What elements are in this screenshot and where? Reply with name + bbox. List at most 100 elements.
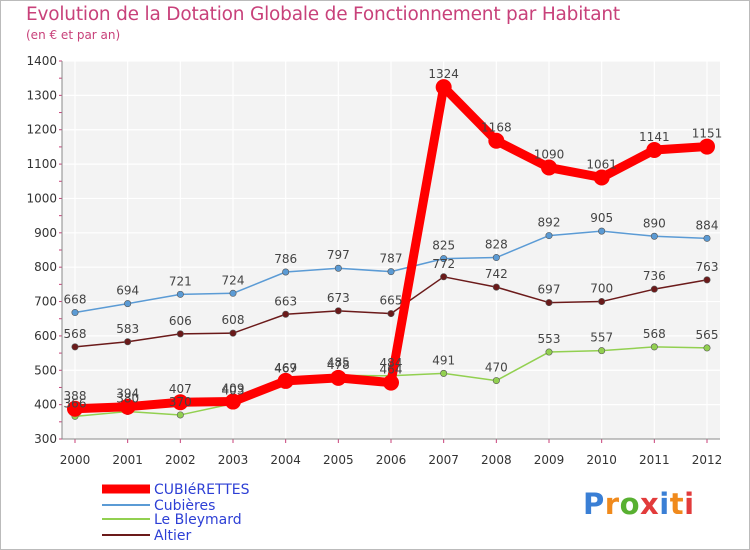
data-label: 772: [432, 257, 455, 271]
data-label: 825: [432, 239, 455, 253]
data-label: 568: [643, 327, 666, 341]
data-point: [703, 276, 711, 284]
data-point: [541, 159, 557, 176]
data-label: 469: [274, 361, 297, 375]
y-tick-label: 1000: [26, 191, 57, 205]
data-point: [650, 343, 658, 351]
logo-letter: i: [659, 487, 670, 521]
data-label: 606: [169, 314, 192, 328]
data-label: 763: [696, 260, 719, 274]
x-tick-label: 2009: [534, 453, 565, 467]
x-tick-label: 2011: [639, 453, 670, 467]
data-point: [492, 283, 500, 291]
x-tick-label: 2006: [376, 453, 407, 467]
y-tick-label: 300: [34, 432, 57, 446]
data-label: 557: [590, 331, 613, 345]
data-label: 694: [116, 284, 139, 298]
data-label: 485: [327, 355, 350, 369]
data-label: 380: [116, 392, 139, 406]
data-point: [172, 394, 189, 411]
data-label: 491: [432, 353, 455, 367]
data-point: [598, 347, 606, 355]
data-label: 568: [64, 327, 87, 341]
data-label: 394: [116, 387, 139, 401]
data-label: 370: [169, 395, 192, 409]
data-point: [71, 309, 79, 317]
legend-label: Cubières: [154, 498, 215, 514]
data-point: [488, 132, 505, 149]
data-label: 1061: [586, 157, 617, 171]
data-point: [545, 348, 553, 356]
proxiti-logo: Proxiti: [583, 487, 695, 521]
y-tick-label: 400: [34, 398, 57, 412]
data-label: 665: [380, 294, 403, 308]
data-label: 884: [696, 218, 719, 232]
data-label: 470: [485, 361, 508, 375]
data-point: [440, 255, 448, 263]
data-point: [440, 273, 448, 281]
data-label: 1168: [481, 121, 512, 135]
x-tick-label: 2003: [218, 453, 249, 467]
data-point: [277, 372, 294, 389]
data-label: 1090: [534, 148, 565, 162]
y-tick-label: 1100: [26, 157, 57, 171]
data-point: [440, 369, 448, 377]
data-point: [593, 169, 610, 186]
legend-label: Le Bleymard: [154, 512, 242, 528]
logo-letter: x: [640, 487, 660, 521]
data-point: [119, 398, 136, 415]
logo-letter: t: [669, 487, 685, 521]
data-point: [71, 343, 79, 351]
data-point: [646, 142, 663, 159]
x-tick-label: 2012: [692, 453, 723, 467]
data-point: [282, 310, 290, 318]
data-label: 366: [64, 396, 87, 410]
data-label: 608: [222, 313, 245, 327]
data-point: [282, 268, 290, 276]
data-label: 464: [380, 363, 403, 377]
data-label: 668: [64, 293, 87, 307]
x-tick-label: 2002: [165, 453, 196, 467]
data-point: [124, 300, 132, 308]
data-label: 663: [274, 294, 297, 308]
x-tick-label: 2007: [428, 453, 459, 467]
logo-letter: i: [684, 487, 695, 521]
data-point: [334, 307, 342, 315]
data-point: [492, 254, 500, 262]
data-label: 905: [590, 211, 613, 225]
data-point: [176, 330, 184, 338]
data-label: 1151: [692, 127, 723, 141]
data-label: 742: [485, 267, 508, 281]
data-point: [387, 268, 395, 276]
data-label: 403: [222, 384, 245, 398]
x-tick-label: 2004: [270, 453, 301, 467]
data-point: [699, 138, 715, 155]
data-label: 724: [222, 273, 245, 287]
y-tick-label: 800: [34, 260, 57, 274]
data-point: [229, 329, 237, 337]
data-label: 407: [169, 382, 192, 396]
data-label: 409: [222, 382, 245, 396]
data-point: [67, 400, 83, 417]
data-label: 797: [327, 248, 350, 262]
data-point: [387, 310, 395, 318]
x-tick-label: 2010: [586, 453, 617, 467]
data-point: [545, 299, 553, 307]
data-point: [435, 79, 452, 96]
data-label: 478: [327, 358, 350, 372]
data-point: [598, 298, 606, 306]
data-label: 583: [116, 322, 139, 336]
data-label: 736: [643, 269, 666, 283]
data-point: [124, 338, 132, 346]
data-point: [225, 393, 241, 410]
data-label: 1141: [639, 130, 670, 144]
data-label: 787: [380, 252, 403, 266]
data-label: 467: [274, 362, 297, 376]
data-point: [176, 411, 184, 419]
data-label: 673: [327, 291, 350, 305]
y-tick-label: 900: [34, 226, 57, 240]
data-point: [229, 289, 237, 297]
logo-letter: r: [604, 487, 620, 521]
